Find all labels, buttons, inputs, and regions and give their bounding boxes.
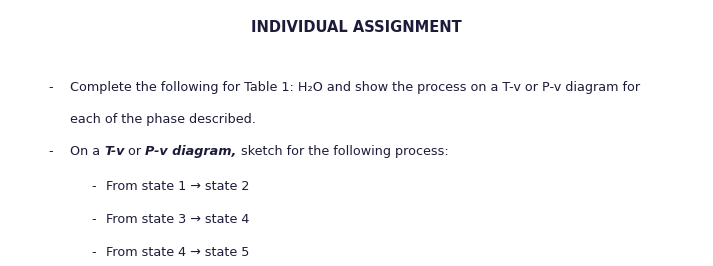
Text: T-v: T-v bbox=[104, 145, 124, 158]
Text: P-v diagram,: P-v diagram, bbox=[145, 145, 237, 158]
Text: INDIVIDUAL ASSIGNMENT: INDIVIDUAL ASSIGNMENT bbox=[251, 20, 462, 35]
Text: -: - bbox=[48, 81, 53, 94]
Text: From state 1 → state 2: From state 1 → state 2 bbox=[106, 180, 249, 193]
Text: From state 3 → state 4: From state 3 → state 4 bbox=[106, 213, 249, 226]
Text: -: - bbox=[91, 180, 96, 193]
Text: -: - bbox=[91, 246, 96, 259]
Text: each of the phase described.: each of the phase described. bbox=[70, 113, 256, 126]
Text: On a: On a bbox=[70, 145, 104, 158]
Text: Complete the following for Table 1: H₂O and show the process on a T-v or P-v dia: Complete the following for Table 1: H₂O … bbox=[70, 81, 640, 94]
Text: or: or bbox=[124, 145, 145, 158]
Text: From state 4 → state 5: From state 4 → state 5 bbox=[106, 246, 249, 259]
Text: -: - bbox=[48, 145, 53, 158]
Text: sketch for the following process:: sketch for the following process: bbox=[237, 145, 448, 158]
Text: -: - bbox=[91, 213, 96, 226]
